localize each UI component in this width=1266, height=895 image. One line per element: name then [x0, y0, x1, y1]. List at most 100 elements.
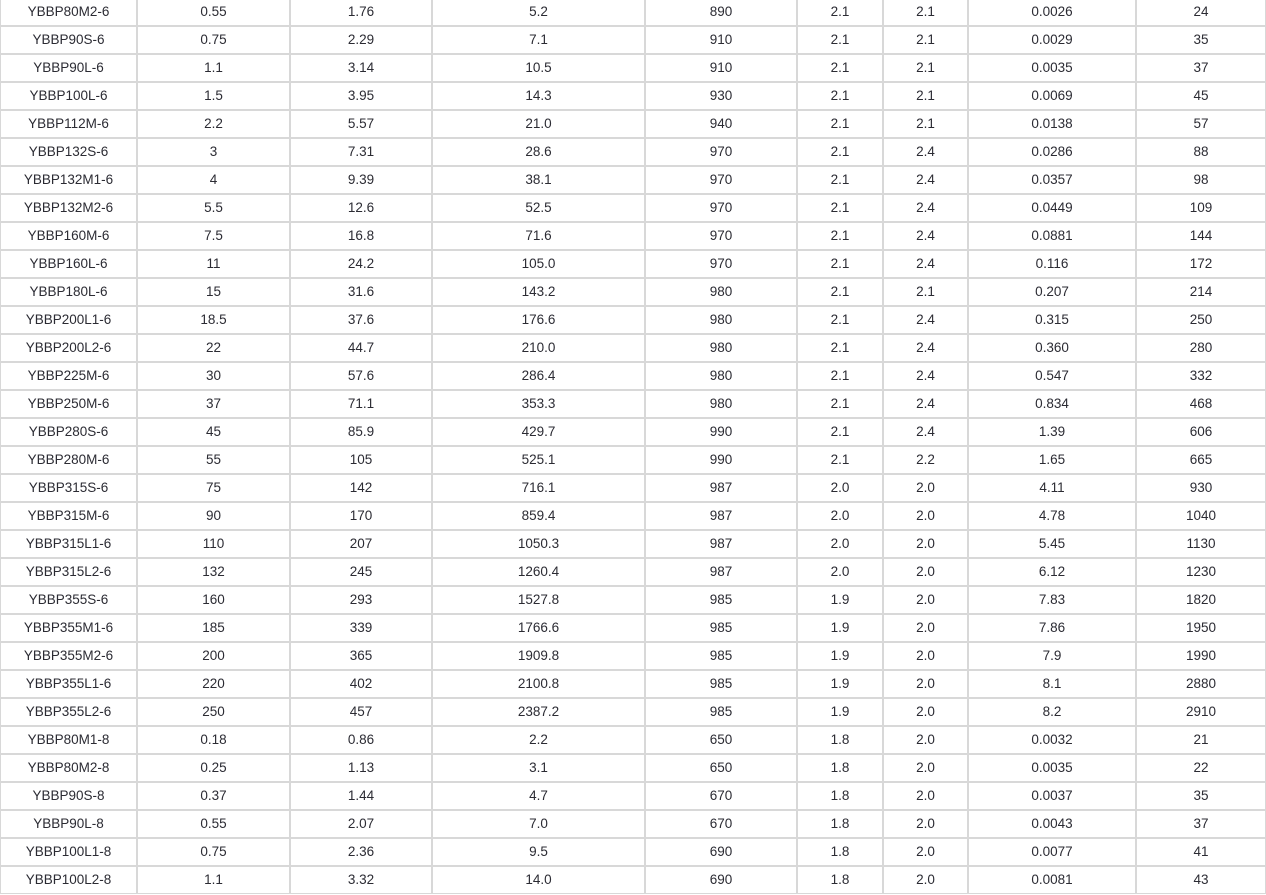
cell-weight_kg: 468	[1136, 390, 1266, 418]
cell-ratio_b: 2.4	[883, 138, 968, 166]
table-row: YBBP90L-8 0.55 2.07 7.0 670 1.8 2.0 0.0043 37	[0, 810, 1266, 838]
cell-ratio_b: 2.4	[883, 362, 968, 390]
cell-speed_rpm: 650	[645, 754, 797, 782]
cell-current_a: 24.2	[290, 250, 432, 278]
cell-speed_rpm: 987	[645, 530, 797, 558]
cell-model: YBBP355L2-6	[0, 698, 137, 726]
cell-inertia: 1.39	[968, 418, 1136, 446]
cell-power_kw: 200	[137, 642, 290, 670]
table-row: YBBP80M2-8 0.25 1.13 3.1 650 1.8 2.0 0.0035 22	[0, 754, 1266, 782]
cell-current_a: 12.6	[290, 194, 432, 222]
cell-power_kw: 160	[137, 586, 290, 614]
cell-inertia: 0.0032	[968, 726, 1136, 754]
cell-inertia: 0.0069	[968, 82, 1136, 110]
cell-weight_kg: 37	[1136, 54, 1266, 82]
cell-inertia: 0.0035	[968, 54, 1136, 82]
cell-model: YBBP200L1-6	[0, 306, 137, 334]
cell-current_a: 2.36	[290, 838, 432, 866]
cell-model: YBBP160M-6	[0, 222, 137, 250]
cell-inertia: 0.547	[968, 362, 1136, 390]
cell-weight_kg: 35	[1136, 782, 1266, 810]
cell-power_kw: 0.75	[137, 26, 290, 54]
cell-torque_nm: 1050.3	[432, 530, 645, 558]
cell-inertia: 1.65	[968, 446, 1136, 474]
cell-current_a: 2.07	[290, 810, 432, 838]
cell-power_kw: 185	[137, 614, 290, 642]
cell-ratio_a: 2.1	[797, 278, 883, 306]
cell-power_kw: 45	[137, 418, 290, 446]
table-row: YBBP100L2-8 1.1 3.32 14.0 690 1.8 2.0 0.0081 43	[0, 866, 1266, 894]
cell-current_a: 402	[290, 670, 432, 698]
cell-torque_nm: 210.0	[432, 334, 645, 362]
cell-ratio_a: 1.8	[797, 782, 883, 810]
cell-ratio_a: 1.9	[797, 614, 883, 642]
cell-model: YBBP100L1-8	[0, 838, 137, 866]
cell-weight_kg: 930	[1136, 474, 1266, 502]
table-row: YBBP315L2-6 132 245 1260.4 987 2.0 2.0 6.12 1230	[0, 558, 1266, 586]
cell-model: YBBP132M2-6	[0, 194, 137, 222]
cell-speed_rpm: 670	[645, 782, 797, 810]
cell-speed_rpm: 650	[645, 726, 797, 754]
cell-ratio_b: 2.4	[883, 166, 968, 194]
cell-weight_kg: 57	[1136, 110, 1266, 138]
cell-torque_nm: 353.3	[432, 390, 645, 418]
cell-weight_kg: 41	[1136, 838, 1266, 866]
cell-model: YBBP355L1-6	[0, 670, 137, 698]
table-row: YBBP355L1-6 220 402 2100.8 985 1.9 2.0 8.1 2880	[0, 670, 1266, 698]
cell-model: YBBP315L1-6	[0, 530, 137, 558]
table-row: YBBP200L1-6 18.5 37.6 176.6 980 2.1 2.4 0.315 25…	[0, 306, 1266, 334]
cell-torque_nm: 7.0	[432, 810, 645, 838]
cell-torque_nm: 71.6	[432, 222, 645, 250]
cell-power_kw: 220	[137, 670, 290, 698]
cell-torque_nm: 2100.8	[432, 670, 645, 698]
table-row: YBBP160L-6 11 24.2 105.0 970 2.1 2.4 0.116 172	[0, 250, 1266, 278]
cell-inertia: 7.9	[968, 642, 1136, 670]
cell-model: YBBP100L2-8	[0, 866, 137, 894]
cell-ratio_b: 2.0	[883, 838, 968, 866]
cell-weight_kg: 665	[1136, 446, 1266, 474]
cell-weight_kg: 43	[1136, 866, 1266, 894]
cell-torque_nm: 1260.4	[432, 558, 645, 586]
cell-weight_kg: 172	[1136, 250, 1266, 278]
cell-speed_rpm: 985	[645, 614, 797, 642]
cell-ratio_b: 2.4	[883, 222, 968, 250]
cell-speed_rpm: 910	[645, 26, 797, 54]
cell-torque_nm: 10.5	[432, 54, 645, 82]
table-row: YBBP132M1-6 4 9.39 38.1 970 2.1 2.4 0.0357 98	[0, 166, 1266, 194]
cell-power_kw: 5.5	[137, 194, 290, 222]
cell-speed_rpm: 980	[645, 306, 797, 334]
cell-torque_nm: 525.1	[432, 446, 645, 474]
cell-model: YBBP280M-6	[0, 446, 137, 474]
cell-current_a: 105	[290, 446, 432, 474]
cell-current_a: 457	[290, 698, 432, 726]
cell-ratio_b: 2.0	[883, 670, 968, 698]
cell-speed_rpm: 985	[645, 586, 797, 614]
cell-inertia: 0.360	[968, 334, 1136, 362]
cell-weight_kg: 109	[1136, 194, 1266, 222]
cell-ratio_a: 2.0	[797, 474, 883, 502]
cell-ratio_a: 1.8	[797, 838, 883, 866]
cell-speed_rpm: 980	[645, 390, 797, 418]
cell-ratio_a: 2.1	[797, 334, 883, 362]
cell-ratio_a: 2.1	[797, 0, 883, 26]
cell-model: YBBP160L-6	[0, 250, 137, 278]
cell-speed_rpm: 990	[645, 446, 797, 474]
cell-power_kw: 7.5	[137, 222, 290, 250]
cell-ratio_a: 1.9	[797, 586, 883, 614]
cell-weight_kg: 22	[1136, 754, 1266, 782]
cell-model: YBBP132S-6	[0, 138, 137, 166]
cell-weight_kg: 88	[1136, 138, 1266, 166]
cell-model: YBBP132M1-6	[0, 166, 137, 194]
cell-inertia: 0.0043	[968, 810, 1136, 838]
cell-torque_nm: 143.2	[432, 278, 645, 306]
cell-speed_rpm: 690	[645, 838, 797, 866]
cell-inertia: 0.0029	[968, 26, 1136, 54]
cell-speed_rpm: 980	[645, 362, 797, 390]
cell-ratio_b: 2.0	[883, 586, 968, 614]
cell-speed_rpm: 970	[645, 222, 797, 250]
cell-torque_nm: 14.3	[432, 82, 645, 110]
cell-speed_rpm: 990	[645, 418, 797, 446]
cell-power_kw: 3	[137, 138, 290, 166]
